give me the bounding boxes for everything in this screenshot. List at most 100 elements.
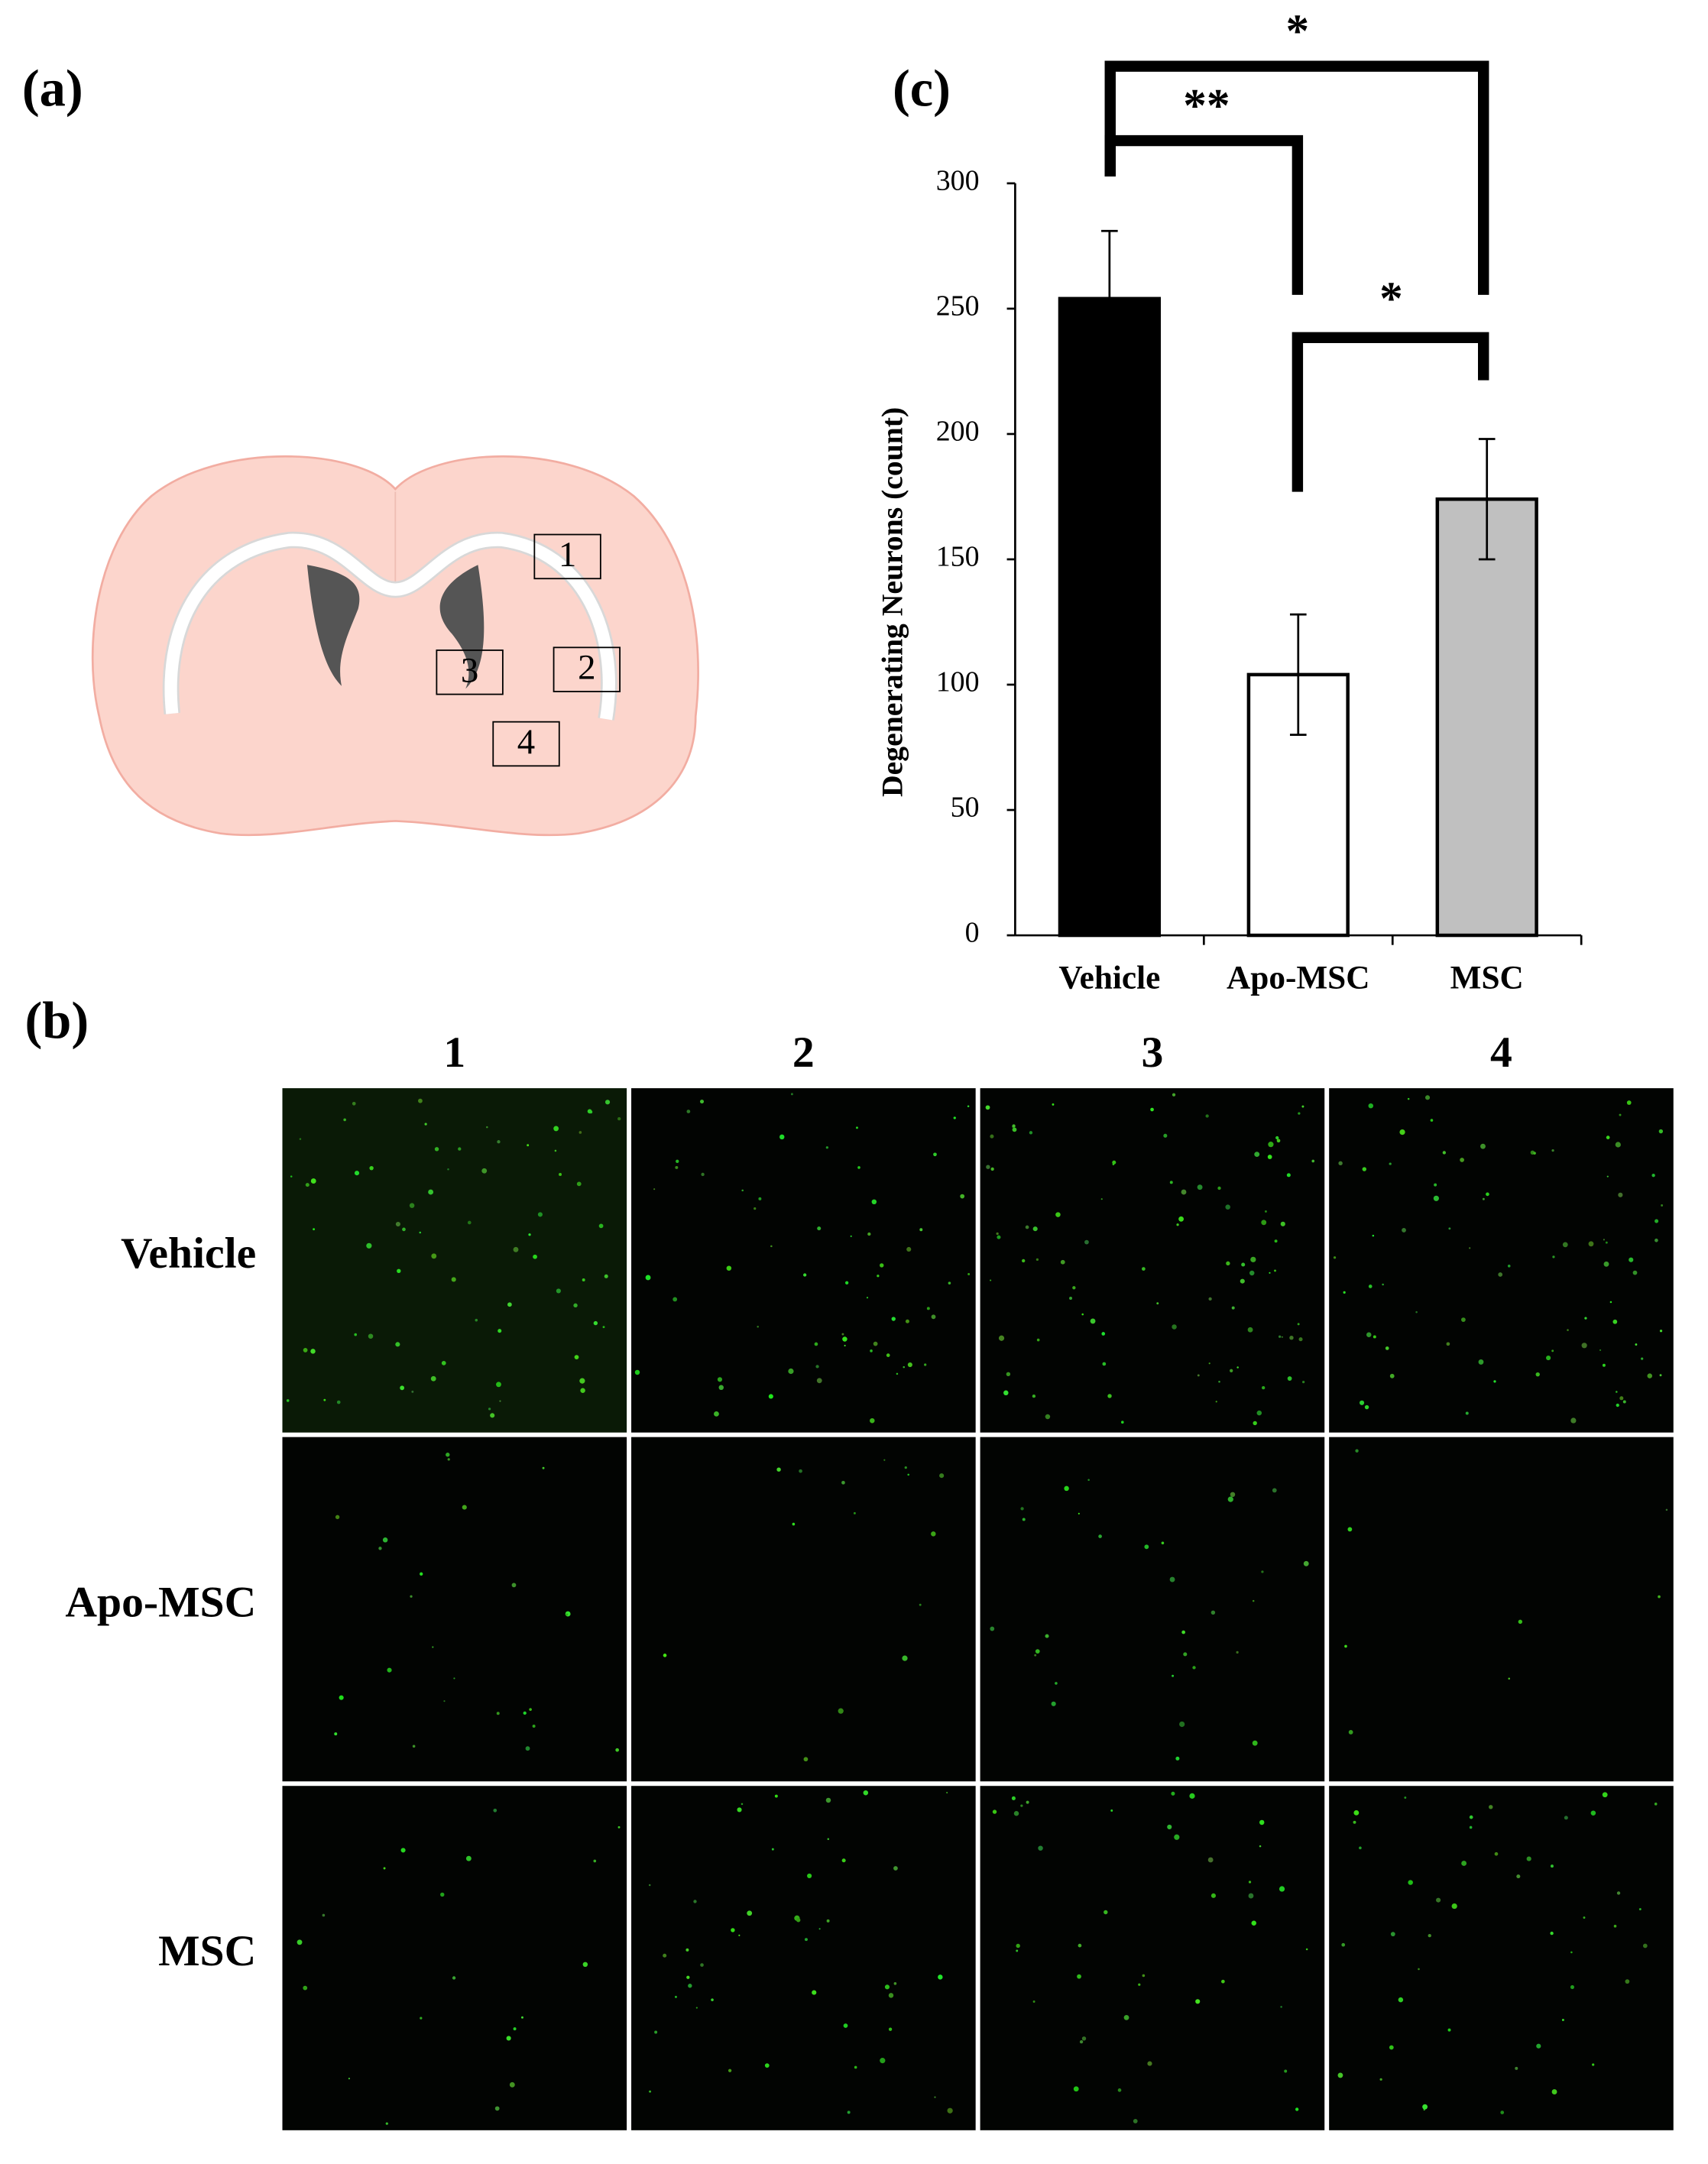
fluorescence-speckle bbox=[825, 1146, 828, 1149]
fluorescence-speckle bbox=[1081, 2036, 1087, 2041]
fluorescence-speckle bbox=[1073, 2086, 1079, 2092]
fluorescence-speckle bbox=[711, 1998, 714, 2001]
fluorescence-speckle bbox=[1175, 1756, 1180, 1761]
fluorescence-speckle bbox=[1142, 1267, 1146, 1271]
fluorescence-speckle bbox=[827, 1838, 830, 1841]
micrograph-background bbox=[631, 1786, 976, 2130]
y-axis-title: Degenerating Neurons (count) bbox=[876, 407, 909, 797]
fluorescence-speckle bbox=[496, 1382, 501, 1388]
fluorescence-speckle bbox=[299, 1138, 302, 1140]
fluorescence-speckle bbox=[465, 1855, 472, 1861]
fluorescence-speckle bbox=[905, 1319, 909, 1323]
micrograph-background bbox=[1329, 1437, 1674, 1782]
fluorescence-speckle bbox=[814, 1342, 818, 1346]
fluorescence-speckle bbox=[1078, 1512, 1080, 1514]
significance-label: * bbox=[1286, 5, 1310, 57]
fluorescence-speckle bbox=[731, 1928, 735, 1932]
fluorescence-speckle bbox=[1012, 1127, 1017, 1132]
fluorescence-speckle bbox=[1205, 1114, 1209, 1118]
fluorescence-speckle bbox=[1274, 1269, 1276, 1272]
fluorescence-speckle bbox=[297, 1939, 303, 1945]
error-bar bbox=[1478, 438, 1496, 561]
fluorescence-speckle bbox=[990, 1167, 994, 1171]
fluorescence-speckle bbox=[335, 1514, 340, 1520]
fluorescence-speckle bbox=[1147, 2061, 1152, 2066]
fluorescence-speckle bbox=[818, 1928, 821, 1930]
fluorescence-speckle bbox=[799, 1469, 802, 1473]
fluorescence-speckle bbox=[663, 1654, 667, 1657]
micrograph bbox=[282, 1437, 627, 1782]
fluorescence-speckle bbox=[1045, 1414, 1051, 1420]
fluorescence-speckle bbox=[1615, 1142, 1621, 1148]
fluorescence-speckle bbox=[580, 1388, 585, 1393]
fluorescence-speckle bbox=[764, 2063, 770, 2068]
fluorescence-speckle bbox=[496, 1712, 500, 1715]
fluorescence-speckle bbox=[1248, 1893, 1254, 1899]
micrograph-background bbox=[282, 1786, 627, 2130]
fluorescence-speckle bbox=[1172, 1093, 1176, 1097]
fluorescence-speckle bbox=[804, 1938, 808, 1942]
fluorescence-speckle bbox=[747, 1910, 753, 1916]
fluorescence-speckle bbox=[446, 1453, 450, 1457]
fluorescence-speckle bbox=[458, 1147, 462, 1151]
fluorescence-speckle bbox=[420, 1572, 423, 1576]
fluorescence-speckle bbox=[653, 1188, 656, 1191]
fluorescence-speckle bbox=[1012, 1124, 1016, 1128]
fluorescence-speckle bbox=[1142, 1974, 1146, 1978]
fluorescence-speckle bbox=[428, 1189, 434, 1195]
fluorescence-speckle bbox=[1337, 2072, 1343, 2078]
fluorescence-speckle bbox=[718, 1385, 724, 1391]
fluorescence-speckle bbox=[1465, 1411, 1469, 1415]
fluorescence-speckle bbox=[1208, 1362, 1211, 1365]
fluorescence-speckle bbox=[1133, 2119, 1138, 2124]
fluorescence-speckle bbox=[1552, 1255, 1555, 1259]
fluorescence-speckle bbox=[1658, 1595, 1661, 1599]
fluorescence-speckle bbox=[992, 1809, 997, 1814]
fluorescence-speckle bbox=[402, 1227, 406, 1232]
fluorescence-speckle bbox=[998, 1335, 1005, 1341]
fluorescence-speckle bbox=[699, 1100, 705, 1104]
fluorescence-speckle bbox=[902, 1655, 908, 1661]
fluorescence-speckle bbox=[1461, 1861, 1467, 1866]
fluorescence-speckle bbox=[1661, 1204, 1664, 1207]
fluorescence-speckle bbox=[431, 1253, 437, 1259]
fluorescence-speckle bbox=[1020, 1804, 1023, 1807]
fluorescence-speckle bbox=[1117, 2088, 1122, 2092]
fluorescence-speckle bbox=[1588, 1241, 1594, 1247]
fluorescence-speckle bbox=[453, 1677, 455, 1680]
fluorescence-speckle bbox=[1020, 1507, 1024, 1511]
fluorescence-speckle bbox=[1279, 1886, 1285, 1892]
fluorescence-speckle bbox=[676, 1159, 679, 1163]
fluorescence-speckle bbox=[938, 1974, 943, 1980]
fluorescence-speckle bbox=[1284, 2069, 1288, 2073]
fluorescence-speckle bbox=[1038, 1845, 1043, 1851]
fluorescence-speckle bbox=[838, 1708, 844, 1714]
fluorescence-speckle bbox=[1231, 1306, 1235, 1310]
fluorescence-speckle bbox=[1211, 1893, 1216, 1898]
fluorescence-speckle bbox=[529, 1708, 532, 1711]
fluorescence-speckle bbox=[1045, 1634, 1049, 1638]
fluorescence-speckle bbox=[1551, 1349, 1554, 1352]
x-tick-label: Apo-MSC bbox=[1227, 959, 1369, 996]
fluorescence-speckle bbox=[1016, 1943, 1020, 1949]
fluorescence-speckle bbox=[1333, 1256, 1337, 1259]
fluorescence-speckle bbox=[967, 1105, 970, 1107]
fluorescence-speckle bbox=[1550, 1931, 1554, 1936]
fluorescence-speckle bbox=[802, 1273, 807, 1277]
fluorescence-speckle bbox=[1178, 1216, 1184, 1222]
x-tick-label: Vehicle bbox=[1058, 959, 1160, 996]
fluorescence-speckle bbox=[873, 1341, 878, 1346]
fluorescence-speckle bbox=[1632, 1270, 1638, 1275]
fluorescence-speckle bbox=[649, 2090, 652, 2093]
fluorescence-speckle bbox=[1430, 1119, 1434, 1122]
fluorescence-speckle bbox=[826, 1919, 830, 1923]
fluorescence-speckle bbox=[792, 1522, 796, 1526]
fluorescence-speckle bbox=[290, 1175, 293, 1178]
fluorescence-speckle bbox=[1436, 1897, 1441, 1903]
fluorescence-speckle bbox=[527, 1144, 530, 1147]
fluorescence-speckle bbox=[582, 1278, 585, 1281]
fluorescence-speckle bbox=[1026, 1800, 1029, 1804]
fluorescence-speckle bbox=[1603, 1261, 1609, 1267]
fluorescence-speckle bbox=[946, 1791, 948, 1794]
fluorescence-speckle bbox=[440, 1892, 445, 1897]
